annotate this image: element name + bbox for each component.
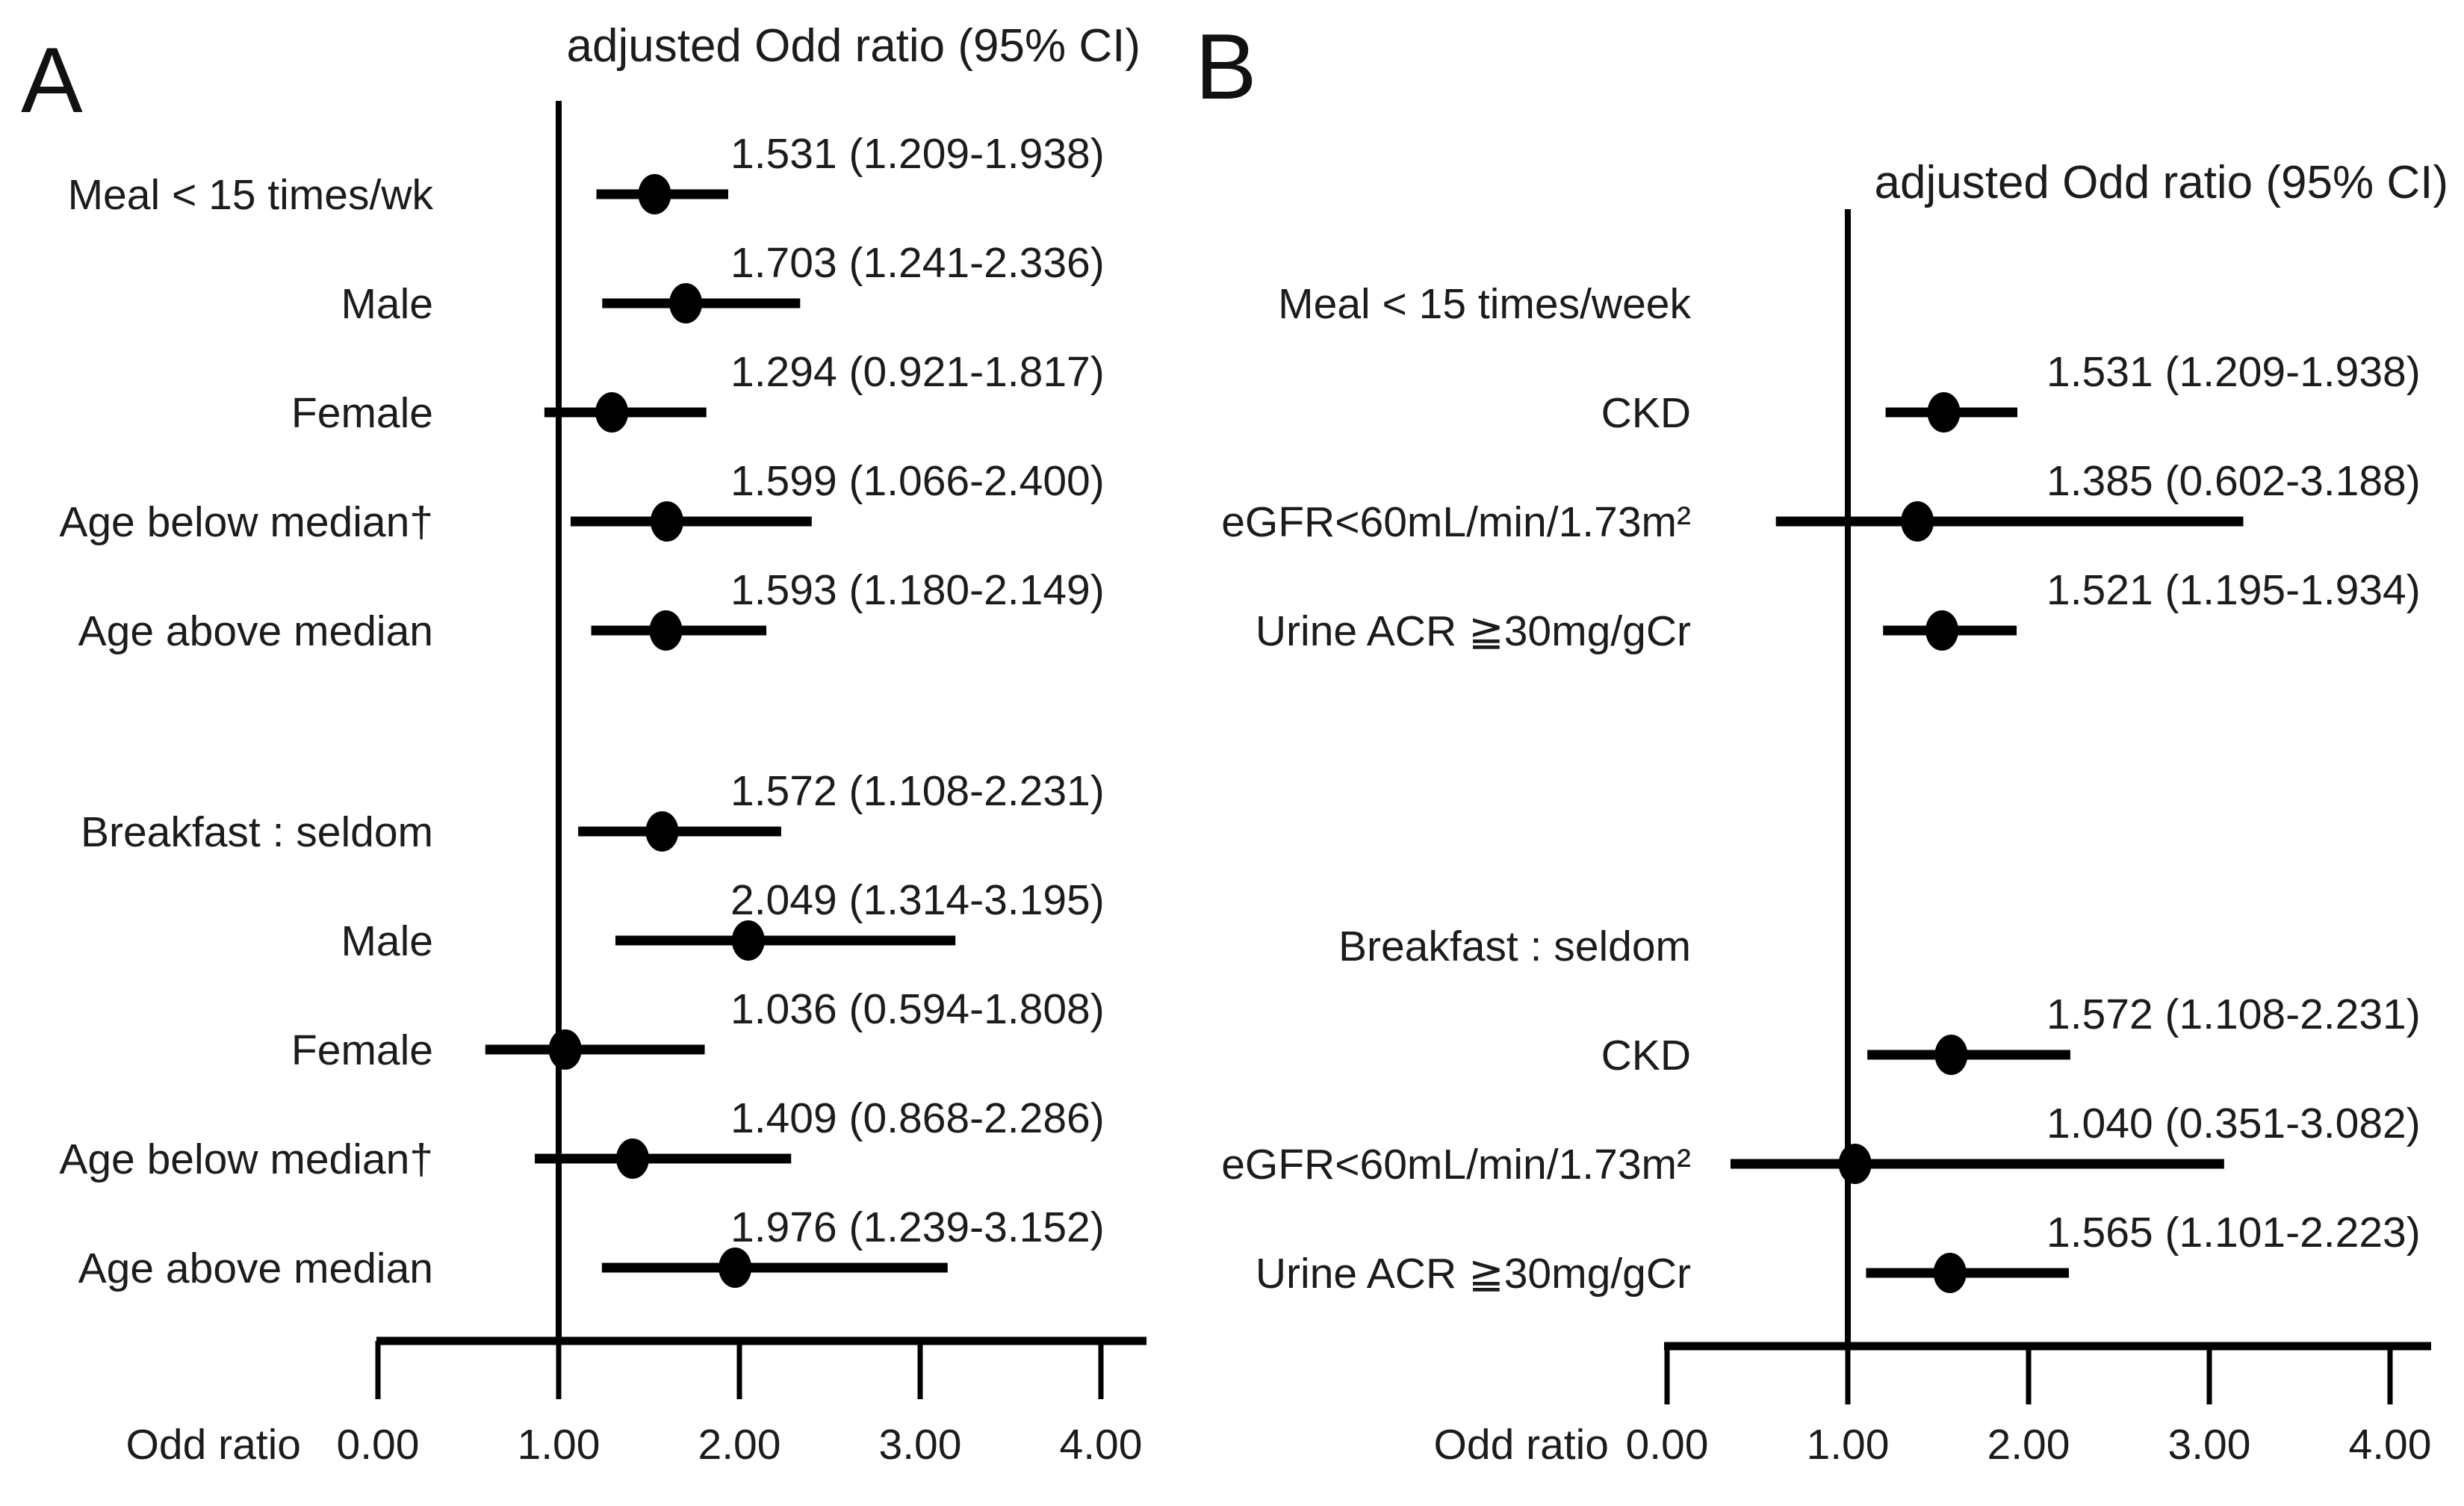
row-label: Female <box>291 1026 433 1074</box>
odds-ratio-value-label: 1.599 (1.066-2.400) <box>730 457 1105 505</box>
x-axis-tick-label: 2.00 <box>698 1421 781 1469</box>
odds-ratio-point <box>650 501 683 542</box>
row-label: Male <box>341 917 433 965</box>
row-label: eGFR<60mL/min/1.73m² <box>1221 498 1691 546</box>
x-axis-tick-label: 1.00 <box>518 1421 601 1469</box>
odds-ratio-value-label: 1.036 (0.594-1.808) <box>730 985 1105 1033</box>
odds-ratio-point <box>595 392 629 433</box>
odds-ratio-point <box>1925 610 1959 651</box>
odds-ratio-point <box>719 1248 752 1288</box>
odds-ratio-value-label: 1.521 (1.195-1.934) <box>2046 566 2421 614</box>
panel-a-plot: 0.00 1.00 2.00 3.00 4.00 Meal < 15 times/wk 1.… <box>59 101 1146 1469</box>
odds-ratio-value-label: 1.565 (1.101-2.223) <box>2046 1209 2421 1256</box>
row-label: Urine ACR ≧30mg/gCr <box>1256 1250 1691 1298</box>
row-label: Age below median† <box>59 498 433 546</box>
odds-ratio-value-label: 1.572 (1.108-2.231) <box>2046 991 2421 1038</box>
odds-ratio-value-label: 2.049 (1.314-3.195) <box>730 876 1105 924</box>
odds-ratio-point <box>1933 1253 1967 1293</box>
odds-ratio-point <box>645 811 679 852</box>
odds-ratio-point <box>1927 392 1961 433</box>
panel-b-title: adjusted Odd ratio (95% CI) <box>1874 157 2449 208</box>
row-label: eGFR<60mL/min/1.73m² <box>1221 1141 1691 1189</box>
row-label: CKD <box>1601 389 1691 437</box>
odds-ratio-point <box>731 920 765 961</box>
odds-ratio-value-label: 1.531 (1.209-1.938) <box>2046 348 2421 396</box>
x-axis-tick-label: 1.00 <box>1807 1421 1890 1469</box>
odds-ratio-value-label: 1.593 (1.180-2.149) <box>730 566 1105 614</box>
odds-ratio-value-label: 1.531 (1.209-1.938) <box>730 130 1105 178</box>
odds-ratio-value-label: 1.572 (1.108-2.231) <box>730 767 1105 815</box>
odds-ratio-point <box>1901 501 1934 542</box>
panel-b-letter: B <box>1195 16 1257 119</box>
row-label: Age below median† <box>59 1135 433 1183</box>
row-label: Female <box>291 389 433 437</box>
panel-b-plot: 0.00 1.00 2.00 3.00 4.00 Meal < 15 times/week… <box>1221 209 2431 1469</box>
odds-ratio-value-label: 1.703 (1.241-2.336) <box>730 239 1105 287</box>
x-axis-tick-label: 0.00 <box>337 1421 420 1469</box>
row-label: Age above median <box>78 1245 433 1292</box>
odds-ratio-point <box>1934 1035 1968 1075</box>
row-label: Age above median <box>78 607 433 655</box>
odds-ratio-point <box>1838 1144 1872 1184</box>
panel-a-x-axis-caption: Odd ratio <box>125 1421 301 1469</box>
panel-a-letter: A <box>21 29 83 132</box>
odds-ratio-point <box>638 174 671 214</box>
x-axis-tick-label: 2.00 <box>1987 1421 2070 1469</box>
row-label: Male <box>341 280 433 328</box>
x-axis-tick-label: 0.00 <box>1626 1421 1709 1469</box>
odds-ratio-value-label: 1.976 (1.239-3.152) <box>730 1203 1105 1251</box>
x-axis-tick-label: 3.00 <box>2168 1421 2251 1469</box>
odds-ratio-point <box>649 610 683 651</box>
odds-ratio-value-label: 1.385 (0.602-3.188) <box>2046 457 2421 505</box>
odds-ratio-value-label: 1.294 (0.921-1.817) <box>730 348 1105 396</box>
group-header-label: Breakfast : seldom <box>1338 923 1691 970</box>
odds-ratio-point <box>669 283 703 323</box>
odds-ratio-value-label: 1.040 (0.351-3.082) <box>2046 1100 2421 1147</box>
odds-ratio-value-label: 1.409 (0.868-2.286) <box>730 1094 1105 1142</box>
panel-b-x-axis-caption: Odd ratio <box>1433 1421 1609 1469</box>
odds-ratio-point <box>615 1138 649 1179</box>
row-label: Urine ACR ≧30mg/gCr <box>1256 607 1691 655</box>
x-axis-tick-label: 4.00 <box>2349 1421 2432 1469</box>
odds-ratio-point <box>548 1029 582 1070</box>
x-axis-tick-label: 3.00 <box>879 1421 962 1469</box>
panel-a-title: adjusted Odd ratio (95% CI) <box>566 20 1141 72</box>
x-axis-tick-label: 4.00 <box>1060 1421 1143 1469</box>
group-header-label: Meal < 15 times/week <box>1278 280 1691 328</box>
row-label: CKD <box>1601 1032 1691 1079</box>
row-label: Meal < 15 times/wk <box>68 171 434 219</box>
row-label: Breakfast : seldom <box>81 808 433 856</box>
